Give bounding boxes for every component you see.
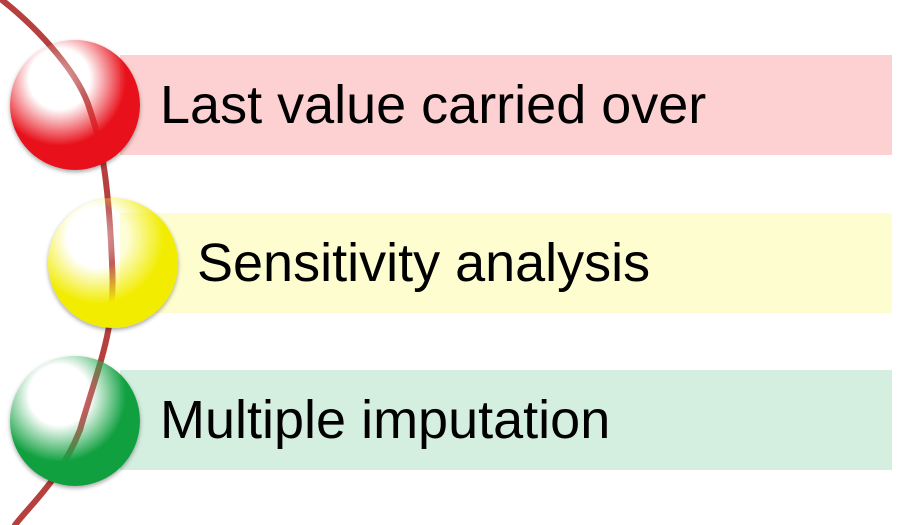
band-multiple-imputation: Multiple imputation (120, 370, 892, 470)
band-label-multiple-imputation: Multiple imputation (160, 390, 611, 450)
red-circle-marker (10, 40, 140, 170)
band-label-sensitivity-analysis: Sensitivity analysis (197, 233, 651, 293)
band-last-value-carried-over: Last value carried over (120, 55, 892, 155)
band-sensitivity-analysis: Sensitivity analysis (120, 213, 892, 313)
green-circle-marker (10, 356, 140, 486)
band-label-last-value-carried-over: Last value carried over (160, 75, 707, 135)
yellow-circle-marker (48, 198, 178, 328)
